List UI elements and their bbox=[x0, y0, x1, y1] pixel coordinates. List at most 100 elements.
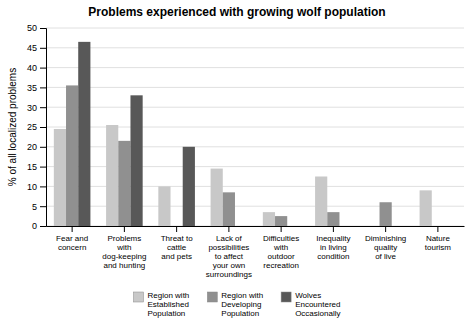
y-tick-label: 25 bbox=[27, 122, 37, 132]
legend-item: WolvesEncounteredOccasionally bbox=[281, 291, 340, 318]
y-tick: 30 bbox=[27, 103, 46, 113]
x-tick: Problemswithdog-keepingand hunting bbox=[102, 226, 146, 270]
x-tick: Lack ofpossibilitiesto affectyour ownsur… bbox=[206, 226, 252, 279]
bar bbox=[54, 129, 66, 226]
y-tick-label: 15 bbox=[27, 162, 37, 172]
bar bbox=[339, 226, 351, 227]
x-axis: Fear andconcern Problemswithdog-keepingan… bbox=[47, 226, 465, 279]
y-tick-label: 0 bbox=[32, 221, 37, 231]
y-tick-mark bbox=[40, 186, 46, 187]
bar bbox=[315, 177, 327, 227]
y-tick: 20 bbox=[27, 142, 46, 152]
y-tick-mark bbox=[40, 68, 46, 69]
y-tick: 5 bbox=[32, 202, 46, 212]
legend-swatch bbox=[281, 292, 291, 302]
bar bbox=[118, 141, 130, 226]
x-axis-line bbox=[47, 226, 465, 227]
y-tick-label: 35 bbox=[27, 83, 37, 93]
y-axis-title: % of all localized problems bbox=[7, 68, 18, 186]
y-tick: 10 bbox=[27, 182, 46, 192]
bars bbox=[54, 42, 432, 226]
bar bbox=[327, 212, 339, 226]
bar bbox=[287, 226, 299, 227]
x-tick-label: Problemswithdog-keepingand hunting bbox=[102, 234, 146, 270]
legend-swatch bbox=[134, 292, 144, 302]
x-tick-label: Diminishingqualityof live bbox=[365, 234, 406, 261]
y-tick: 40 bbox=[27, 63, 46, 73]
y-tick: 45 bbox=[27, 43, 46, 53]
bar bbox=[263, 212, 275, 226]
title: Problems experienced with growing wolf p… bbox=[88, 5, 385, 19]
bar bbox=[183, 147, 195, 226]
bar bbox=[444, 226, 456, 227]
x-tick-label: Inequalityin livingcondition bbox=[316, 234, 350, 261]
chart: Problems experienced with growing wolf p… bbox=[0, 0, 474, 326]
grid-line bbox=[46, 107, 464, 108]
legend-label: Region withEstablishedPopulation bbox=[148, 291, 190, 318]
bar bbox=[223, 192, 235, 226]
bar bbox=[235, 226, 247, 227]
y-tick-mark bbox=[40, 226, 46, 227]
y-tick-mark bbox=[40, 206, 46, 207]
x-tick-mark bbox=[437, 226, 438, 232]
series bbox=[54, 125, 432, 226]
x-tick-label: Fear andconcern bbox=[56, 234, 88, 252]
grid-line bbox=[46, 87, 464, 88]
y-tick-label: 30 bbox=[27, 103, 37, 113]
y-tick-label: 10 bbox=[27, 182, 37, 192]
legend-label: Region withDevelopingPopulation bbox=[221, 291, 263, 318]
y-tick-label: 50 bbox=[27, 23, 37, 33]
y-tick-mark bbox=[40, 48, 46, 49]
y-tick-label: 45 bbox=[27, 43, 37, 53]
y-tick: 0 bbox=[32, 221, 46, 231]
x-tick-mark bbox=[72, 226, 73, 232]
y-tick-mark bbox=[40, 107, 46, 108]
y-tick-mark bbox=[40, 167, 46, 168]
bar bbox=[392, 226, 404, 227]
x-tick-mark bbox=[333, 226, 334, 232]
bar bbox=[106, 125, 118, 226]
bar bbox=[367, 226, 379, 227]
series bbox=[78, 42, 195, 226]
y-tick-label: 5 bbox=[32, 202, 37, 212]
y-axis-line bbox=[40, 29, 47, 227]
x-tick-mark bbox=[176, 226, 177, 232]
bar bbox=[275, 216, 287, 226]
bar bbox=[420, 190, 432, 226]
y-tick: 50 bbox=[27, 23, 46, 33]
bar bbox=[158, 186, 170, 226]
x-tick: Inequalityin livingcondition bbox=[316, 226, 350, 261]
x-tick-mark bbox=[385, 226, 386, 232]
legend: Region withEstablishedPopulation Region w… bbox=[134, 291, 341, 318]
y-tick: 35 bbox=[27, 83, 46, 93]
x-tick-mark bbox=[124, 226, 125, 232]
grid bbox=[46, 28, 464, 226]
x-tick: Difficultieswithoutdoorrecreation bbox=[263, 226, 299, 270]
y-tick: 15 bbox=[27, 162, 46, 172]
y-tick-mark bbox=[40, 28, 46, 29]
bar bbox=[171, 226, 183, 227]
x-tick-label: Difficultieswithoutdoorrecreation bbox=[263, 234, 299, 270]
y-tick-label: 20 bbox=[27, 142, 37, 152]
x-tick: Naturetourism bbox=[425, 226, 452, 252]
y-tick-label: 40 bbox=[27, 63, 37, 73]
bar bbox=[432, 226, 444, 227]
bar bbox=[380, 202, 392, 226]
y-tick: 25 bbox=[27, 122, 46, 132]
bar bbox=[130, 95, 142, 226]
grid-line bbox=[46, 67, 464, 68]
x-tick: Diminishingqualityof live bbox=[365, 226, 406, 261]
y-tick-mark bbox=[40, 147, 46, 148]
x-tick-label: Threat tocattleand pets bbox=[161, 234, 194, 261]
bar bbox=[211, 169, 223, 226]
y-tick-mark bbox=[40, 127, 46, 128]
x-tick: Fear andconcern bbox=[56, 226, 88, 252]
x-tick-label: Lack ofpossibilitiesto affectyour ownsur… bbox=[206, 234, 252, 279]
bar bbox=[66, 85, 78, 226]
x-tick: Threat tocattleand pets bbox=[161, 226, 194, 261]
x-tick-mark bbox=[281, 226, 282, 232]
bar bbox=[78, 42, 90, 226]
legend-item: Region withDevelopingPopulation bbox=[207, 291, 263, 318]
plot: 0 5 10 15 20 25 30 35 40 45 50 Fear andconcern Probl… bbox=[27, 23, 465, 278]
legend-label: WolvesEncounteredOccasionally bbox=[295, 291, 340, 318]
